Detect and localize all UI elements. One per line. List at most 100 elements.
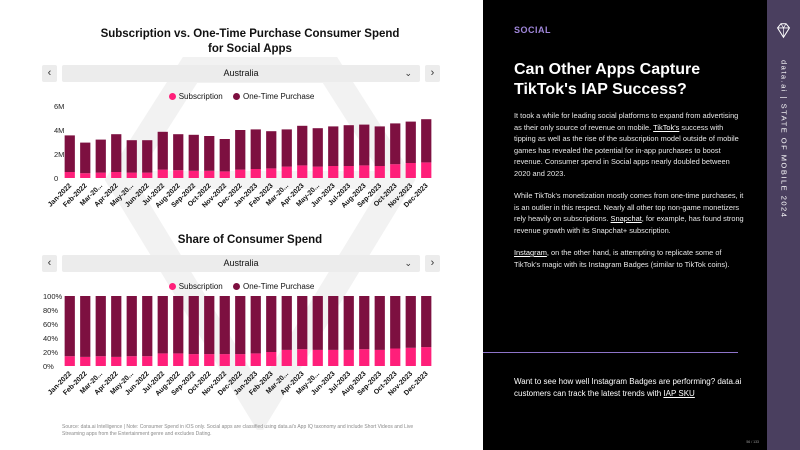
bar-subscription [266,352,277,366]
bar-one-time [250,129,261,169]
bar-subscription [235,354,246,366]
bar-subscription [328,349,339,366]
bar-subscription [204,354,215,366]
bar-subscription [64,172,75,178]
divider [483,352,738,353]
bar-subscription [359,165,370,178]
bar-one-time [204,136,215,171]
top-chart-title-line1: Subscription vs. One-Time Purchase Consu… [100,28,400,40]
bar-subscription [188,354,199,366]
subscription-dot-icon [168,93,176,100]
top-prev-button[interactable]: ‹ [42,65,57,82]
diamond-logo-icon [776,23,791,39]
iap-sku-link[interactable]: IAP SKU [663,389,695,398]
tiktok-link[interactable]: TikTok's [653,122,680,132]
bar-subscription [157,169,168,178]
bar-one-time [219,296,230,355]
top-chart-legend: Subscription One-Time Purchase [0,92,483,101]
bar-subscription [204,170,215,178]
bar-subscription [421,347,432,366]
paragraph-2: While TikTok's monetization mostly comes… [514,190,744,236]
top-country-dropdown[interactable]: Australia ⌄ [62,65,420,82]
bar-subscription [126,356,137,366]
page-number: 56 / 133 [746,440,759,444]
bottom-country-dropdown[interactable]: Australia ⌄ [62,255,420,272]
bar-one-time [312,128,323,167]
bar-subscription [390,348,401,366]
bar-subscription [111,356,122,366]
headline: Can Other Apps Capture TikTok's IAP Succ… [514,61,701,98]
top-next-button[interactable]: › [425,65,440,82]
p2-text: , for example, has found strong revenue … [514,214,744,235]
p2-lead: While TikTok's monetization mostly comes… [514,191,744,223]
bar-one-time [374,296,385,350]
share-stacked-bar-chart: 0%20%40%60%80%100%Jan-2022Feb-2022Mar-20… [43,292,432,398]
bar-one-time [111,296,122,357]
bar-subscription [142,172,153,178]
bar-one-time [328,126,339,166]
top-stacked-bar-chart: 02M4M6MJan-2022Feb-2022Mar-20...Apr-2022… [47,102,432,210]
legend-item-subscription[interactable]: Subscription [168,282,223,291]
source-note: Source: data.ai Intelligence | Note: Con… [62,424,414,437]
bar-one-time [281,129,292,167]
legend-item-one-time[interactable]: One-Time Purchase [232,282,315,291]
bar-subscription [297,165,308,178]
y-tick-label: 80% [43,306,58,315]
subscription-dot-icon [168,283,176,290]
bar-one-time [235,130,246,170]
bar-one-time [266,296,277,352]
bar-subscription [80,173,91,178]
bar-one-time [405,296,416,348]
bar-subscription [405,163,416,178]
bar-one-time [390,123,401,165]
bar-subscription [157,353,168,366]
bottom-next-button[interactable]: › [425,255,440,272]
bottom-chart-legend: Subscription One-Time Purchase [0,282,483,291]
y-tick-label: 6M [54,102,64,111]
bottom-chart-title: Share of Consumer Spend [177,234,323,246]
bottom-country-value: Australia [223,258,259,268]
bar-subscription [173,353,184,366]
bar-one-time [142,140,153,173]
bar-one-time [126,296,137,357]
bar-one-time [312,296,323,350]
instagram-link[interactable]: Instagram [514,248,547,257]
bar-subscription [219,354,230,366]
bar-one-time [266,131,277,169]
top-chart-title-line2: for Social Apps [208,43,292,55]
band-title: data.ai | STATE OF MOBILE 2024 [779,60,788,219]
bar-one-time [250,296,261,354]
bar-one-time [390,296,401,349]
bar-one-time [297,125,308,166]
bar-subscription [405,347,416,366]
bar-subscription [359,349,370,366]
bar-one-time [173,296,184,354]
chevron-down-icon: ⌄ [404,258,412,268]
cta-text: Want to see how well Instagram Badges ar… [514,376,744,400]
bar-one-time [374,126,385,166]
bar-subscription [297,349,308,366]
y-tick-label: 100% [43,292,63,301]
bar-one-time [80,142,91,174]
legend-label: One-Time Purchase [242,282,315,291]
bar-one-time [235,296,246,355]
bar-subscription [173,170,184,178]
bar-one-time [219,139,230,172]
legend-item-one-time[interactable]: One-Time Purchase [232,92,314,101]
bar-subscription [281,166,292,178]
bar-subscription [328,166,339,178]
legend-item-subscription[interactable]: Subscription [168,92,223,101]
bar-one-time [80,296,91,357]
chart-panel: Subscription vs. One-Time Purchase Consu… [0,28,483,437]
bottom-prev-button[interactable]: ‹ [42,255,57,272]
bar-one-time [95,139,106,173]
y-tick-label: 0% [43,362,54,371]
bar-subscription [374,349,385,366]
side-band: data.ai | STATE OF MOBILE 2024 [767,0,800,450]
snapchat-link[interactable]: Snapchat [610,214,642,223]
one-time-dot-icon [232,93,240,100]
bar-subscription [126,172,137,178]
bar-one-time [421,119,432,163]
chevron-left-icon: ‹ [47,257,52,269]
top-country-value: Australia [223,68,259,78]
